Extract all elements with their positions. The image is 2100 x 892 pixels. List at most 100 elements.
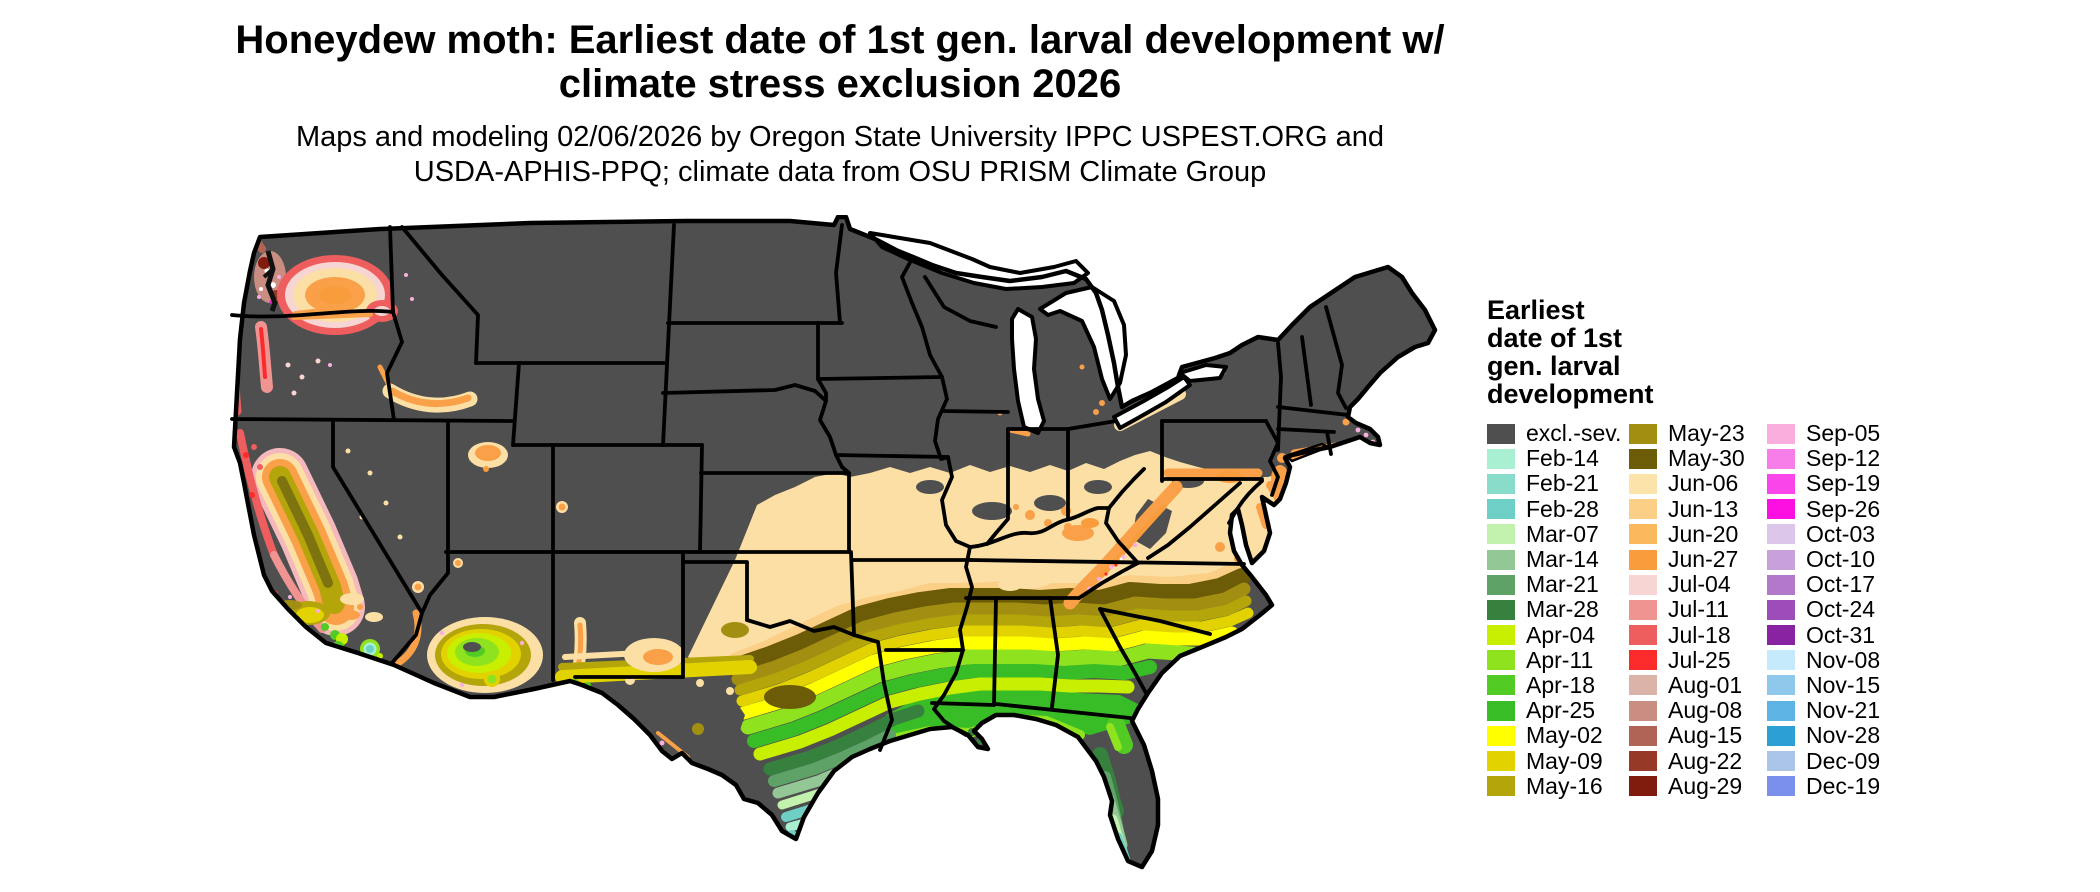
legend-label: Mar-21 <box>1526 571 1599 598</box>
legend-label: Sep-05 <box>1806 420 1881 447</box>
legend-swatch <box>1767 776 1795 797</box>
legend-label: Jul-11 <box>1668 596 1729 623</box>
map-header: Honeydew moth: Earliest date of 1st gen.… <box>230 18 1450 190</box>
legend-label: Nov-28 <box>1806 722 1881 749</box>
legend-item: Apr-11 <box>1487 647 1627 673</box>
legend-item: Jun-20 <box>1629 520 1769 547</box>
map-subtitle-line1: Maps and modeling 02/06/2026 by Oregon S… <box>295 121 1385 153</box>
us-outline <box>231 214 1438 870</box>
legend-label: Dec-19 <box>1806 772 1881 799</box>
legend-swatch <box>1629 625 1657 646</box>
legend-swatch <box>1487 625 1515 646</box>
legend-item: Jul-18 <box>1629 622 1769 648</box>
legend-swatch <box>1767 574 1795 595</box>
legend-item: Jun-27 <box>1629 546 1769 573</box>
legend-column-2: May-23 May-30 Jun-06 Jun-13 Jun-20 Jun-27 Jul-… <box>1629 420 1769 799</box>
legend-item: Jun-06 <box>1629 470 1769 496</box>
legend-title-line: development <box>1487 379 1654 409</box>
legend-swatch <box>1767 599 1795 620</box>
legend-title: Earliest date of 1st gen. larval develop… <box>1487 296 1707 408</box>
legend-label: Jun-20 <box>1668 520 1739 547</box>
legend-swatch <box>1487 549 1515 570</box>
legend-label: Apr-04 <box>1526 621 1596 648</box>
legend-item: May-16 <box>1487 773 1627 799</box>
legend-swatch <box>1487 473 1515 494</box>
legend-title-line: gen. larval <box>1487 351 1621 381</box>
legend-item: Apr-18 <box>1487 672 1627 698</box>
legend-swatch <box>1487 675 1515 696</box>
legend-label: Jun-27 <box>1668 546 1739 573</box>
legend-swatch <box>1487 574 1515 595</box>
legend-item: Dec-19 <box>1767 772 1907 799</box>
legend-item: Nov-21 <box>1767 697 1907 724</box>
legend-label: Nov-15 <box>1806 671 1881 698</box>
legend-swatch <box>1767 650 1795 671</box>
legend-swatch <box>1487 599 1515 620</box>
legend-title-line: date of 1st <box>1487 323 1623 353</box>
legend-label: Feb-21 <box>1526 470 1599 497</box>
legend-item: Oct-10 <box>1767 546 1907 573</box>
state-borders <box>230 223 1350 752</box>
legend-item: May-23 <box>1629 420 1769 446</box>
legend-label: excl.-sev. <box>1526 420 1622 447</box>
legend-label: Jul-25 <box>1668 646 1731 673</box>
legend-swatch <box>1487 751 1515 772</box>
legend-swatch <box>1767 675 1795 696</box>
legend-swatch <box>1767 549 1795 570</box>
legend-label: Aug-08 <box>1668 697 1743 724</box>
legend-item: Jul-25 <box>1629 646 1769 673</box>
legend-swatch <box>1767 423 1795 444</box>
legend-swatch <box>1629 650 1657 671</box>
legend-label: Sep-19 <box>1806 470 1881 497</box>
map-subtitle: Maps and modeling 02/06/2026 by Oregon S… <box>230 120 1450 190</box>
legend-label: Oct-24 <box>1806 596 1876 623</box>
legend-swatch <box>1767 725 1795 746</box>
legend-swatch <box>1629 751 1657 772</box>
legend-swatch <box>1767 625 1795 646</box>
legend-label: Nov-21 <box>1806 697 1881 724</box>
legend: Earliest date of 1st gen. larval develop… <box>1487 296 1927 799</box>
legend-label: Mar-28 <box>1526 596 1599 623</box>
legend-swatch <box>1487 423 1515 444</box>
legend-swatch <box>1629 473 1657 494</box>
legend-label: May-30 <box>1668 445 1745 472</box>
legend-label: Jun-13 <box>1668 495 1739 522</box>
legend-swatch <box>1767 499 1795 520</box>
legend-label: Apr-25 <box>1526 697 1596 724</box>
legend-item: Nov-15 <box>1767 671 1907 698</box>
legend-item: excl.-sev. <box>1487 420 1627 447</box>
legend-item: Oct-31 <box>1767 622 1907 648</box>
legend-swatch <box>1629 599 1657 620</box>
legend-title-line: Earliest <box>1487 295 1585 325</box>
legend-item: Jun-13 <box>1629 495 1769 522</box>
legend-label: Nov-08 <box>1806 646 1881 673</box>
legend-swatch <box>1767 473 1795 494</box>
legend-item: Aug-22 <box>1629 748 1769 774</box>
legend-item: Aug-15 <box>1629 722 1769 748</box>
legend-label: Feb-14 <box>1526 445 1599 472</box>
legend-item: Nov-28 <box>1767 722 1907 749</box>
legend-item: Feb-14 <box>1487 445 1627 472</box>
legend-item: Aug-01 <box>1629 672 1769 698</box>
legend-item: Aug-08 <box>1629 697 1769 724</box>
legend-item: May-09 <box>1487 748 1627 774</box>
legend-swatch <box>1629 549 1657 570</box>
legend-label: Sep-12 <box>1806 445 1881 472</box>
legend-label: May-02 <box>1526 722 1603 749</box>
legend-item: Mar-14 <box>1487 546 1627 572</box>
legend-swatch <box>1487 524 1515 545</box>
legend-label: Jul-04 <box>1668 571 1731 598</box>
legend-item: Sep-05 <box>1767 420 1907 447</box>
legend-swatch <box>1629 776 1657 797</box>
legend-swatch <box>1629 725 1657 746</box>
legend-item: Sep-19 <box>1767 470 1907 497</box>
map-subtitle-line2: USDA-APHIS-PPQ; climate data from OSU PR… <box>413 156 1267 188</box>
legend-label: Feb-28 <box>1526 495 1599 522</box>
legend-item: Jul-04 <box>1629 571 1769 598</box>
legend-label: Sep-26 <box>1806 495 1881 522</box>
legend-label: Oct-10 <box>1806 546 1876 573</box>
legend-label: Aug-29 <box>1668 772 1743 799</box>
legend-swatch <box>1629 423 1657 444</box>
legend-swatch <box>1487 499 1515 520</box>
legend-item: Apr-04 <box>1487 621 1627 648</box>
